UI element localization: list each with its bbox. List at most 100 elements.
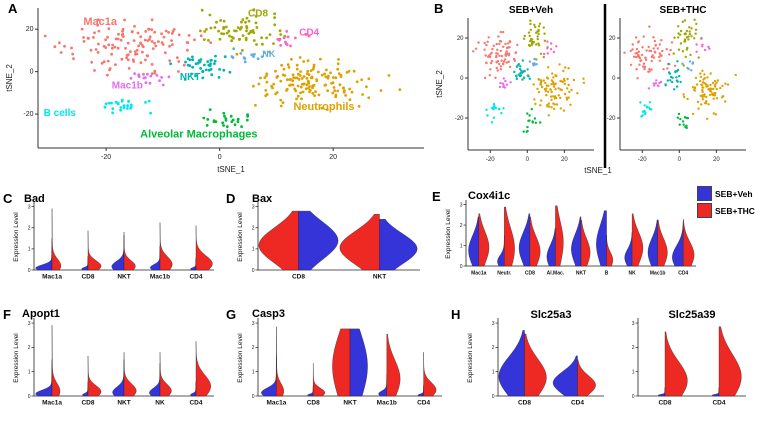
y-tick-label: -20 [607, 116, 616, 122]
violin-half-blue [307, 385, 314, 397]
x-tick-label: 0 [218, 154, 222, 161]
panel-letter-b: B [434, 1, 444, 16]
violin-half-blue [657, 387, 666, 397]
panel-letter-h: H [451, 307, 461, 322]
violin-half-blue [378, 374, 387, 397]
category-label: CD4 [712, 400, 725, 407]
y-tick-label: 0 [612, 76, 616, 82]
panel-b: B SEB+Veh SEB+THC -20 0 20 -20 0 20 -20 0 20 -20 0… [432, 0, 768, 182]
x-tick-label: 20 [329, 154, 337, 161]
legend: SEB+Veh SEB+THC [697, 186, 768, 220]
tsne-plot-split: -20 0 20 -20 0 20 -20 0 20 -20 0 20 tSNE_1 tSNE_2 [435, 4, 746, 175]
y-tick-label: 1 [28, 247, 31, 253]
cluster-label: Mac1a [83, 16, 118, 28]
violin-half-blue [417, 385, 424, 397]
violin-half-blue [82, 381, 89, 397]
y-tick-label: -20 [23, 111, 33, 118]
violin-half-red [123, 352, 137, 397]
category-label: Mac1a [266, 400, 286, 407]
violin-half-blue [518, 213, 531, 267]
violin-plot-casp3: 0 1 2 3 Expression Level Mac1a CD8 NKT Mac1b CD4 [237, 318, 442, 407]
category-label: CD4 [417, 400, 430, 407]
tsne-veh-title: SEB+Veh [508, 5, 554, 16]
cluster-label: Mac1b [112, 81, 143, 92]
violin-plot-apopt1: 0 1 2 3 Expression Level Mac1a CD8 NKT NK CD4 [13, 318, 214, 407]
violin-half-red [159, 222, 173, 271]
tsne-points [472, 19, 586, 133]
y-tick-label: 0 [252, 394, 255, 400]
y-tick-label: 3 [28, 204, 31, 210]
x-tick-label: 20 [561, 157, 568, 163]
y-tick-label: 20 [26, 26, 34, 33]
violin-plot-bax: 0 1 2 3 Expression Level CD8 NKT [237, 202, 420, 281]
category-label: Neutr. [497, 271, 512, 277]
panel-letter-c: C [3, 191, 13, 206]
cluster-label: Neutrophils [293, 101, 354, 113]
y-tick-label: 3 [460, 202, 463, 208]
tsne-thc-title: SEB+THC [659, 5, 707, 16]
y-tick-label: 2 [632, 345, 635, 351]
cluster-label: B cells [44, 108, 77, 119]
violin-half-red [606, 235, 613, 267]
y-axis-label: tSNE_2 [435, 70, 444, 98]
y-tick-label: 0 [460, 76, 464, 82]
violin-title-casp3: Casp3 [252, 308, 286, 320]
violin-title-slc25a3: Slc25a3 [530, 309, 572, 321]
y-axis-label: Expression Level [237, 333, 244, 383]
panel-letter-e: E [432, 189, 441, 204]
category-label: CD8 [525, 271, 535, 277]
y-tick-label: 1 [252, 247, 255, 253]
violin-half-red [332, 328, 351, 397]
tsne-points [43, 8, 402, 129]
cluster-label: CD8 [248, 8, 268, 19]
violin-half-blue [261, 355, 277, 397]
violin-half-red [657, 219, 668, 267]
violin-half-red [529, 216, 541, 267]
category-label: CD4 [571, 400, 584, 407]
category-label: Mac1b [650, 271, 666, 277]
y-tick-label: 1 [28, 369, 31, 375]
cluster-label: CD4 [299, 28, 319, 39]
category-label: CD8 [307, 400, 320, 407]
violin-half-red [423, 352, 437, 397]
violin-half-red [339, 214, 380, 271]
category-label: CD8 [658, 400, 671, 407]
violin-half-blue [112, 359, 125, 397]
tsne-plot-all: -20 0 20 -20 0 20 Mac1a CD8 CD4 NK NKT Mac1b B cells… [5, 8, 424, 174]
violin-half-red [718, 326, 742, 397]
cluster-label: NK [262, 49, 275, 59]
y-tick-label: 1 [492, 369, 495, 375]
violin-title-bad: Bad [24, 193, 45, 205]
panel-g-casp3: G Casp3 0 1 2 3 Expression Level Mac1a CD8 NKT M… [222, 304, 448, 432]
cluster-label: NKT [180, 72, 201, 83]
violin-half-blue [35, 359, 53, 397]
y-tick-label: 1 [252, 369, 255, 375]
violin-half-red [123, 231, 136, 271]
category-label: NK [628, 271, 636, 277]
violin-half-blue [552, 355, 578, 397]
violin-half-red [577, 359, 596, 397]
panel-d-bax: D Bax 0 1 2 3 Expression Level CD8 NKT [222, 186, 428, 302]
violin-half-blue [647, 219, 658, 267]
tsne-points [623, 18, 737, 130]
y-tick-label: 0 [632, 394, 635, 400]
category-label: Mac1a [42, 274, 62, 281]
category-label: CD8 [81, 400, 94, 407]
violin-half-red [51, 325, 61, 397]
y-tick-label: 1 [632, 369, 635, 375]
category-label: Mac1a [471, 271, 487, 277]
panel-c-bad: C Bad 0 1 2 3 Expression Level Mac1a CD8 NKT Mac… [0, 186, 220, 302]
violin-plot-slc25: 0 1 2 3 Expression Level CD8 CD4 0 1 2 3 CD8 CD4 [467, 318, 746, 407]
violin-half-blue [571, 216, 582, 267]
x-tick-label: 0 [678, 157, 682, 163]
violin-half-red [580, 219, 591, 267]
category-label: CD4 [189, 400, 202, 407]
violin-half-red [51, 208, 62, 271]
x-tick-label: -20 [101, 154, 111, 161]
violin-half-red [195, 341, 211, 397]
y-axis-label: Expression Level [445, 209, 452, 259]
violin-half-red [504, 206, 515, 267]
panel-letter-d: D [226, 191, 236, 206]
violin-title-slc25a39: Slc25a39 [668, 309, 716, 321]
legend-swatch-veh [697, 186, 712, 201]
